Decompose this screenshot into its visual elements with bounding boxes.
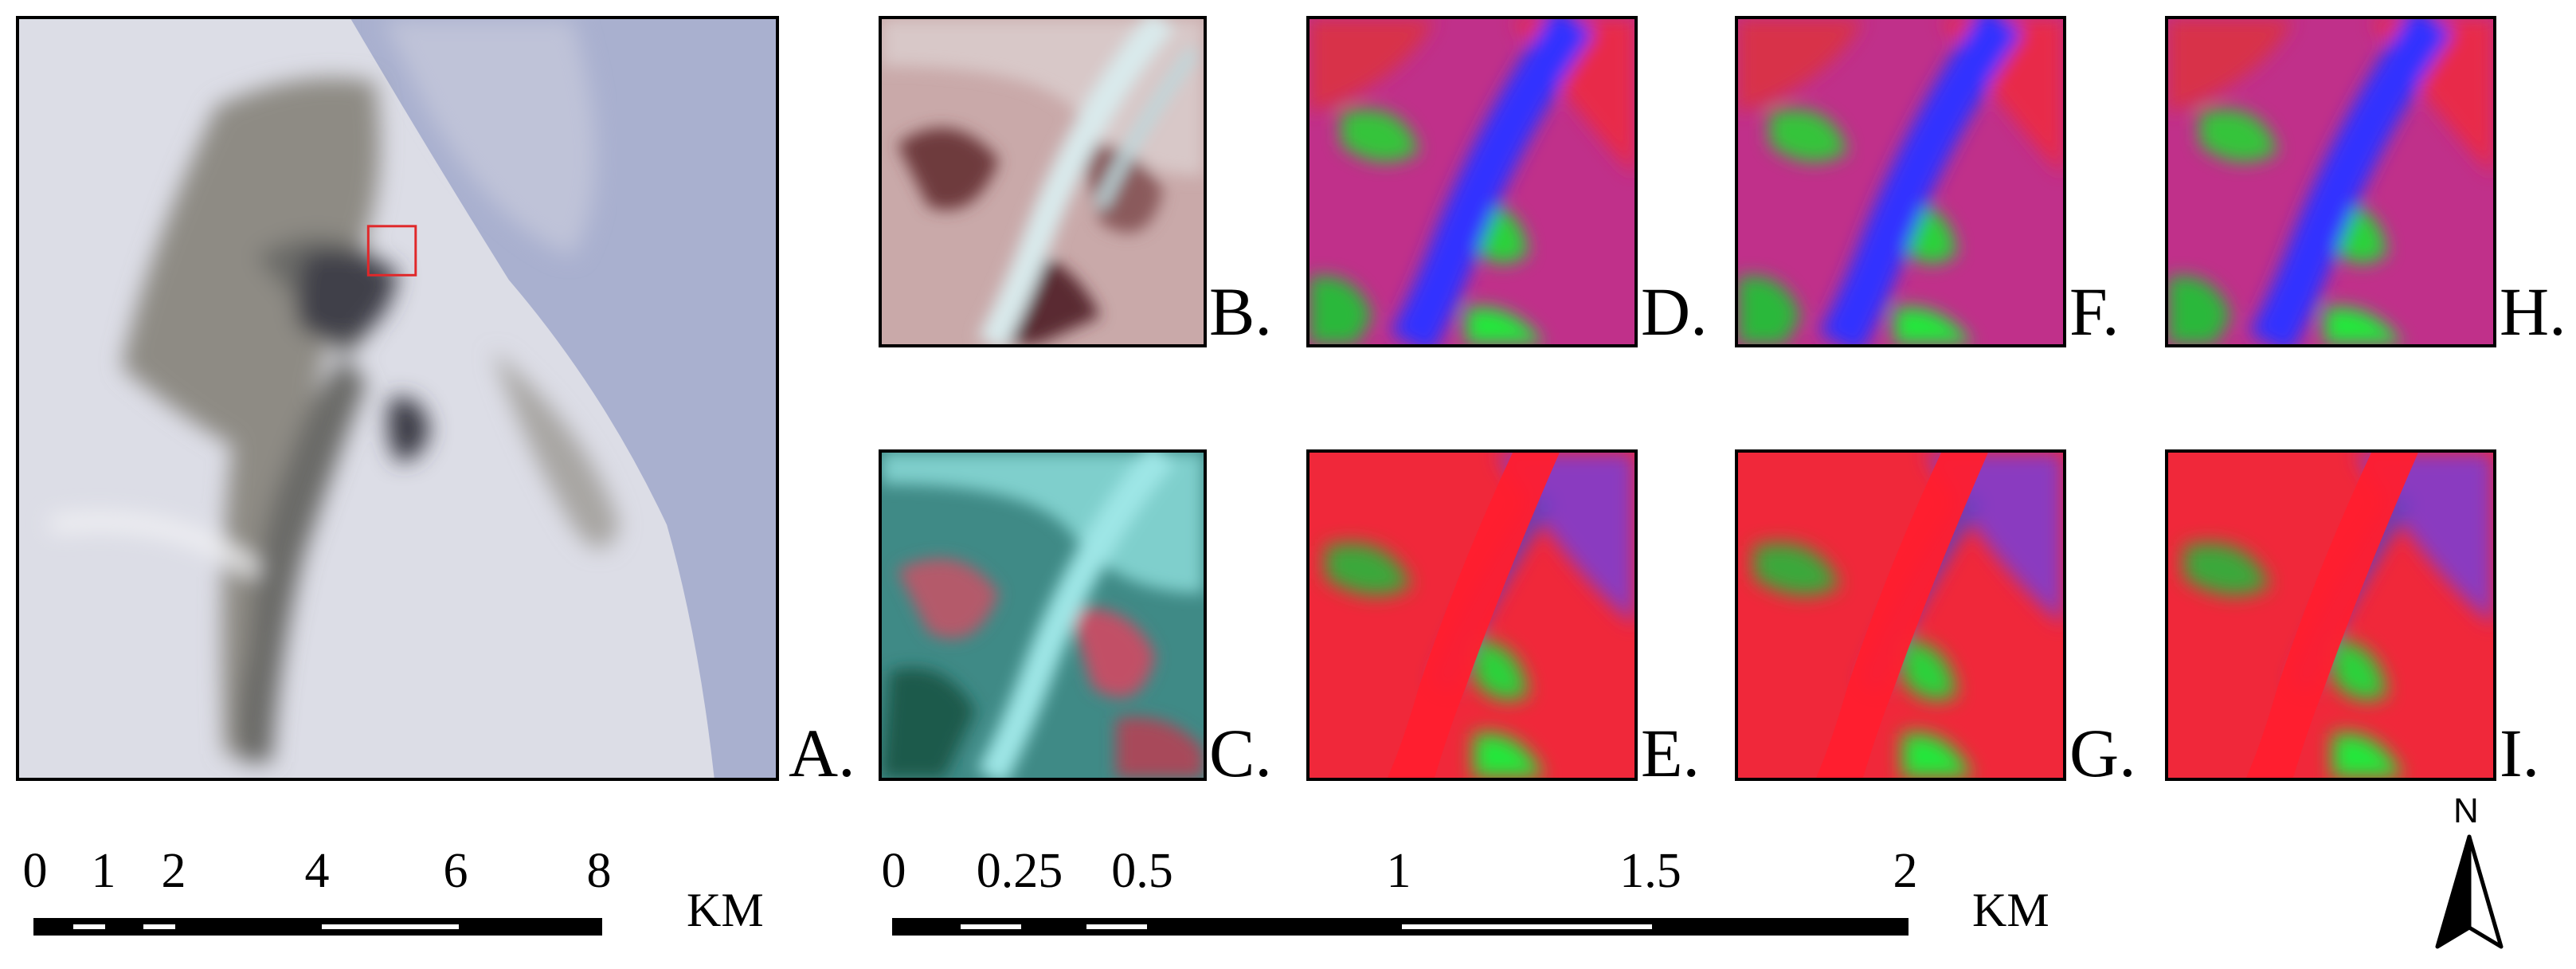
scalebar-left-tick: 1 (91, 844, 116, 898)
panel-label-i: I. (2500, 715, 2540, 791)
panel-label-e: E. (1641, 715, 1701, 791)
scalebar-right-tick: 0 (881, 844, 906, 898)
north-arrow: N (2428, 794, 2511, 953)
scalebar-left-tick: 2 (161, 844, 186, 898)
highlight-box (366, 225, 417, 277)
panel-label-h: H. (2500, 273, 2566, 350)
panel-a-overview-image (16, 16, 779, 781)
scalebar-left-tick: 8 (586, 844, 612, 898)
panel-b-true-color-subset (879, 16, 1207, 347)
panel-h-classification (2165, 16, 2496, 347)
panel-d-classification (1306, 16, 1638, 347)
panel-label-f: F. (2069, 273, 2120, 350)
north-arrow-icon (2435, 834, 2504, 949)
scalebar-right-tick: 0.25 (976, 844, 1063, 898)
scalebar-right-segment (1402, 924, 1652, 929)
panel-label-b: B. (1209, 273, 1272, 350)
panel-label-c: C. (1209, 715, 1272, 791)
scalebar-left-segment (143, 924, 175, 929)
scalebar-right-bar (892, 918, 1909, 936)
scalebar-right-segment (961, 924, 1021, 929)
scalebar-left-segment (322, 924, 459, 929)
scalebar-right-tick: 1.5 (1619, 844, 1681, 898)
scalebar-left-tick: 0 (22, 844, 48, 898)
panel-g-classification (1735, 449, 2066, 781)
scalebar-right-tick: 1 (1386, 844, 1411, 898)
panel-label-d: D. (1641, 273, 1708, 350)
scalebar-right-tick: 0.5 (1111, 844, 1173, 898)
scalebar-left-tick: 6 (443, 844, 468, 898)
scalebar-right-segment (1086, 924, 1147, 929)
panel-c-false-color-subset (879, 449, 1207, 781)
scalebar-right-unit: KM (1972, 884, 2049, 936)
panel-label-a: A. (789, 715, 855, 791)
panel-f-classification (1735, 16, 2066, 347)
scalebar-right-tick: 2 (1893, 844, 1918, 898)
scalebar-left-unit: KM (687, 884, 764, 936)
panel-e-classification (1306, 449, 1638, 781)
north-label: N (2453, 791, 2479, 830)
scalebar-left-bar (33, 918, 602, 936)
panel-i-classification (2165, 449, 2496, 781)
panel-label-g: G. (2069, 715, 2136, 791)
scalebar-left-segment (73, 924, 105, 929)
scalebar-left-tick: 4 (304, 844, 330, 898)
